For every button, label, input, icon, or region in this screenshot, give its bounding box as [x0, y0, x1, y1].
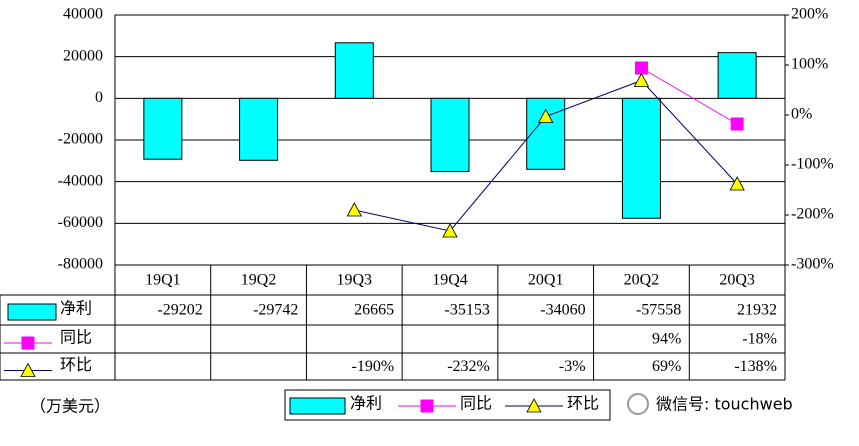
table-cell: -232%: [447, 358, 490, 375]
legend-key: [289, 397, 346, 415]
table-row-label: 环比: [60, 356, 92, 374]
x-tick-label: 19Q2: [241, 272, 277, 289]
table-cell: 26665: [354, 302, 394, 319]
legend-key-marker: [420, 399, 434, 413]
table-cell: -29742: [253, 302, 298, 319]
line-marker: [538, 108, 554, 123]
table-legend-key-marker: [20, 362, 36, 377]
legend-label: 净利: [350, 395, 382, 413]
y2-tick-label: -300%: [791, 256, 834, 273]
table-cell: -138%: [734, 358, 777, 375]
table-cell: -190%: [351, 358, 394, 375]
y2-tick-label: -200%: [791, 206, 834, 223]
watermark: 微信号: touchweb: [627, 393, 793, 415]
bar: [526, 97, 566, 170]
x-tick-label: 19Q1: [145, 272, 181, 289]
legend-label: 同比: [460, 395, 492, 413]
table-row-label: 同比: [60, 329, 92, 347]
bar: [334, 42, 374, 99]
line-marker: [729, 176, 745, 191]
x-tick-label: 19Q4: [432, 272, 468, 289]
table-cell: 21932: [737, 302, 777, 319]
x-tick-label: 20Q3: [719, 272, 755, 289]
bar: [430, 97, 470, 173]
watermark-text: 微信号: touchweb: [656, 395, 793, 414]
table-cell: -57558: [636, 302, 681, 319]
legend-label: 环比: [567, 395, 599, 413]
x-tick-label: 20Q2: [624, 272, 660, 289]
unit-label: （万美元）: [30, 398, 110, 416]
table-cell: -18%: [742, 331, 777, 348]
line-marker: [346, 202, 362, 217]
y2-tick-label: 0%: [791, 106, 812, 123]
y2-tick-label: -100%: [791, 156, 834, 173]
y-tick-label: 0: [95, 89, 103, 106]
x-tick-label: 20Q1: [528, 272, 564, 289]
line-marker: [442, 223, 458, 238]
bar: [239, 97, 279, 161]
y-tick-label: -80000: [58, 256, 103, 273]
table-legend-key: [7, 303, 57, 321]
line-marker: [634, 61, 648, 75]
watermark-icon: [627, 393, 649, 415]
bar: [621, 97, 661, 219]
y-tick-label: 20000: [63, 47, 103, 64]
bar: [717, 52, 757, 99]
x-tick-label: 19Q3: [337, 272, 373, 289]
line-marker: [730, 117, 744, 131]
table-cell: -35153: [445, 302, 490, 319]
table-cell: -29202: [157, 302, 202, 319]
table-cell: 69%: [652, 358, 681, 375]
table-cell: 94%: [652, 331, 681, 348]
table-row-label: 净利: [60, 300, 92, 318]
table-cell: -34060: [540, 302, 585, 319]
table-cell: -3%: [559, 358, 586, 375]
y-tick-label: -40000: [58, 172, 103, 189]
y-tick-label: -60000: [58, 214, 103, 231]
y2-tick-label: 100%: [791, 56, 828, 73]
line-marker: [633, 72, 650, 87]
y-tick-label: 40000: [63, 6, 103, 23]
y2-tick-label: 200%: [791, 6, 828, 23]
bar: [143, 97, 183, 160]
y-tick-label: -20000: [58, 131, 103, 148]
table-legend-key-marker: [21, 336, 35, 350]
legend-key-marker: [526, 398, 542, 413]
line-series: [641, 67, 738, 125]
